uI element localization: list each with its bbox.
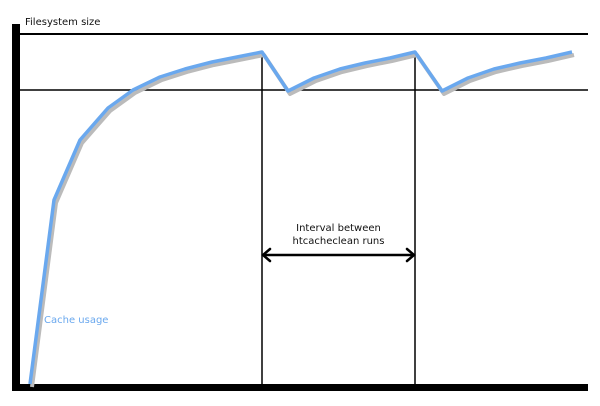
cache-usage-shadow [30,53,575,388]
interval-label-line2: htcacheclean runs [292,236,385,247]
cache-usage-curve [28,50,573,385]
curve-label: Cache usage [44,315,109,326]
interval-label-line1: Interval between [296,223,381,234]
interval-arrow [261,247,416,263]
y-axis-label: Filesystem size [25,17,101,28]
x-axis [12,384,588,391]
y-axis [12,24,20,391]
